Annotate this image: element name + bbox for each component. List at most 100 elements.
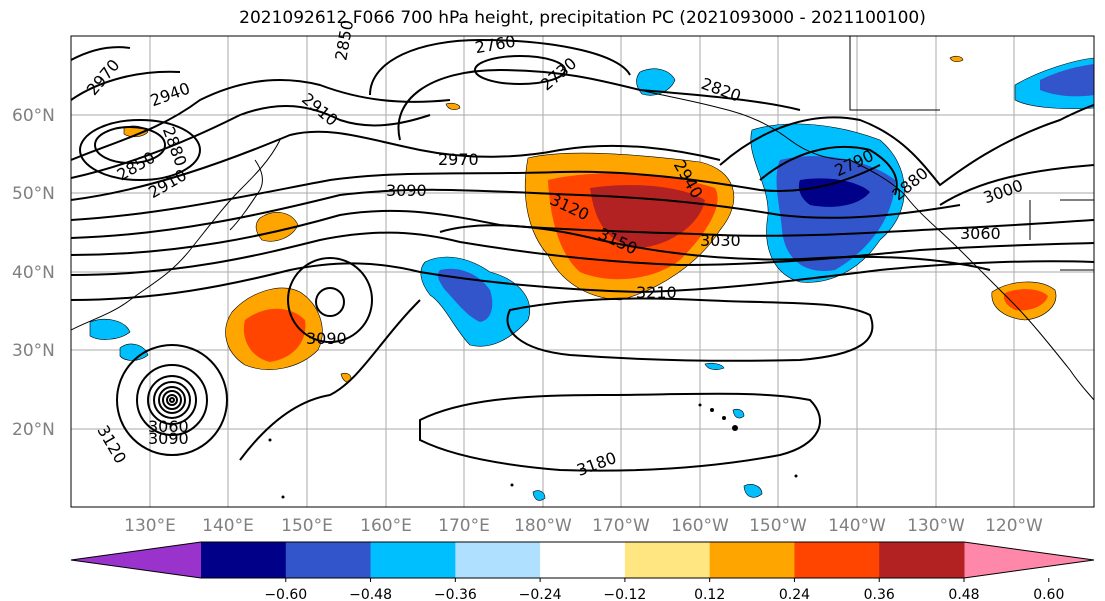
contour-line xyxy=(71,70,181,101)
contour-line xyxy=(759,145,898,196)
colorbar-segment xyxy=(285,542,372,578)
precip-negative-region xyxy=(1040,64,1094,97)
lat-label: 50°N xyxy=(12,184,55,204)
precip-negative-region xyxy=(532,490,546,501)
colorbar-segment xyxy=(455,542,541,578)
coastline xyxy=(1029,199,1094,271)
island xyxy=(281,495,285,499)
precip-negative-region xyxy=(704,362,725,370)
contour-label: 3030 xyxy=(700,231,741,250)
contour-line xyxy=(71,209,1094,256)
island xyxy=(732,425,738,431)
contour-label: 3090 xyxy=(306,329,347,348)
contour-line xyxy=(136,364,208,436)
contour-line xyxy=(287,257,373,343)
precip-negative-region xyxy=(89,319,131,340)
contour-line xyxy=(71,46,131,61)
lon-label: 170°E xyxy=(438,516,490,536)
coastline xyxy=(849,159,1094,401)
contour-line xyxy=(939,164,1094,206)
contour-line xyxy=(71,130,721,201)
contour-line xyxy=(166,394,178,406)
colorbar-extend-low xyxy=(71,542,201,578)
coastlines xyxy=(71,36,1094,401)
colorbar-outline xyxy=(70,541,1095,579)
lon-label: 180°W xyxy=(514,516,572,536)
lon-label: 170°W xyxy=(592,516,650,536)
colorbar-tick-label: 0.24 xyxy=(779,587,810,601)
contour-label: 3090 xyxy=(148,429,189,448)
contour-label: 3060 xyxy=(960,224,1001,243)
contour-labels: 2970 2940 2880 2850 2910 2760 2730 2820 … xyxy=(83,19,1026,480)
colorbar-segment xyxy=(370,542,456,578)
contour-line xyxy=(719,104,1094,187)
contour-line xyxy=(116,344,228,456)
coastline xyxy=(229,159,263,231)
island xyxy=(710,408,714,412)
contour-line xyxy=(169,397,175,403)
island xyxy=(268,438,272,442)
lat-label: 60°N xyxy=(12,106,55,126)
lon-label: 130°E xyxy=(124,516,176,536)
contour-line xyxy=(94,126,166,164)
islands xyxy=(268,403,798,499)
contour-line xyxy=(397,68,801,141)
contour-line xyxy=(71,260,1094,301)
contour-line xyxy=(439,224,991,271)
colorbar-segment xyxy=(201,542,287,578)
colorbar: −0.60 −0.48 −0.36 −0.24 −0.12 0.12 0.24 0.36 0.4… xyxy=(70,541,1095,601)
contour-line xyxy=(71,105,431,179)
contour-line xyxy=(153,381,191,419)
precip-negative-region xyxy=(437,268,493,322)
precip-negative-region xyxy=(636,68,676,96)
island xyxy=(794,474,798,478)
contour-line xyxy=(419,392,821,472)
island xyxy=(698,403,702,407)
coastline xyxy=(849,36,940,111)
lon-label: 140°E xyxy=(202,516,254,536)
colorbar-tick-label: −0.24 xyxy=(519,587,562,601)
colorbar-segment xyxy=(794,542,880,578)
contour-label: 3210 xyxy=(636,283,677,302)
coastline xyxy=(639,89,851,161)
contour-label: 3090 xyxy=(386,181,427,200)
contour-line xyxy=(71,231,1094,276)
contour-line xyxy=(158,386,186,414)
lat-label: 30°N xyxy=(12,341,55,361)
lat-label: 40°N xyxy=(12,263,55,283)
map-frame xyxy=(70,35,1095,508)
precip-positive-region xyxy=(243,308,306,362)
latitude-labels: 60°N 50°N 40°N 30°N 20°N xyxy=(12,106,55,440)
lon-label: 140°W xyxy=(828,516,886,536)
colorbar-tick-label: −0.48 xyxy=(349,587,392,601)
precip-positive-region xyxy=(949,55,964,63)
colorbar-segment xyxy=(624,542,711,578)
precip-positive-region xyxy=(445,102,461,110)
contour-line xyxy=(71,79,451,161)
lon-label: 150°E xyxy=(281,516,333,536)
colorbar-tick-label: 0.60 xyxy=(1033,587,1064,601)
lat-label: 20°N xyxy=(12,420,55,440)
colorbar-extend-high xyxy=(964,542,1094,578)
island xyxy=(510,483,514,487)
contour-line xyxy=(506,297,874,362)
precip-negative-region xyxy=(798,178,870,207)
contour-line xyxy=(71,188,961,239)
contour-line xyxy=(162,390,182,410)
contour-line xyxy=(474,55,566,85)
contour-line xyxy=(79,119,201,181)
island xyxy=(722,416,726,420)
colorbar-tick-label: 0.12 xyxy=(694,587,725,601)
colorbar-segment xyxy=(540,542,626,578)
coastline xyxy=(71,139,281,331)
colorbar-segment xyxy=(879,542,965,578)
contour-label: 2970 xyxy=(438,150,479,169)
longitude-labels: 130°E 140°E 150°E 160°E 170°E 180°W 170°… xyxy=(124,516,1043,536)
lon-label: 120°W xyxy=(985,516,1043,536)
precip-negative-region xyxy=(743,484,763,498)
contour-line xyxy=(239,299,421,461)
lon-label: 150°W xyxy=(749,516,807,536)
precip-negative-region xyxy=(119,343,149,361)
contour-line xyxy=(315,287,345,317)
